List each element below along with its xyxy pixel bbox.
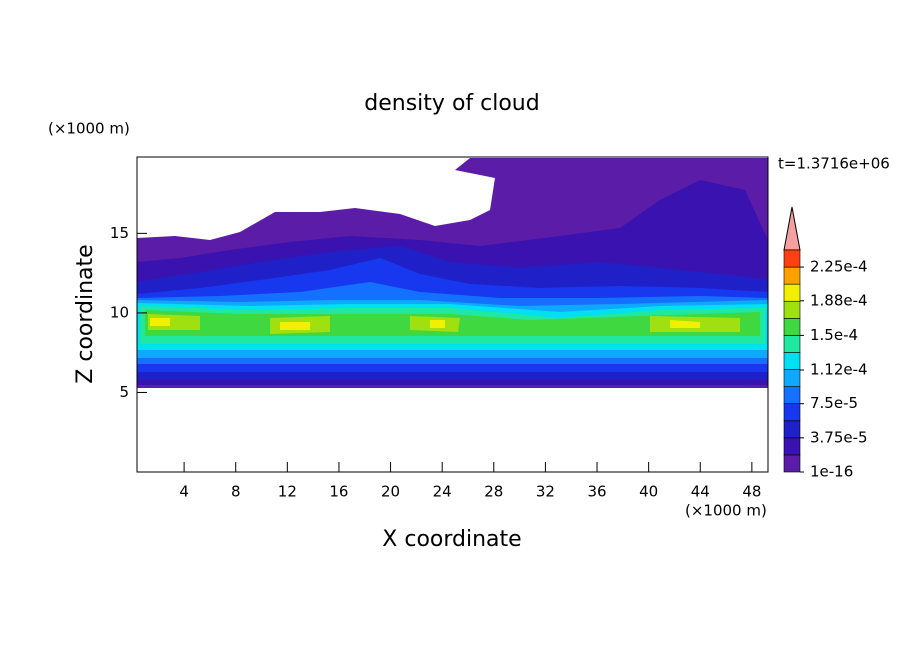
x-tick-label: 16 bbox=[329, 483, 348, 501]
x-unit: (×1000 m) bbox=[685, 502, 767, 520]
x-tick-label: 48 bbox=[742, 483, 761, 501]
contour-field bbox=[137, 158, 768, 388]
x-tick-label: 12 bbox=[278, 483, 297, 501]
x-tick-label: 8 bbox=[231, 483, 241, 501]
y-tick-label: 10 bbox=[110, 303, 129, 321]
colorbar-swatch bbox=[783, 249, 801, 268]
colorbar-swatch bbox=[783, 300, 801, 319]
colorbar-swatch bbox=[783, 454, 801, 473]
colorbar-swatch bbox=[783, 437, 801, 456]
x-axis-label: X coordinate bbox=[382, 527, 521, 552]
colorbar-swatch bbox=[783, 283, 801, 302]
colorbar-swatch bbox=[783, 369, 801, 387]
colorbar-swatch bbox=[783, 420, 801, 439]
plot-frame bbox=[136, 156, 769, 473]
contour-band bbox=[150, 318, 700, 330]
x-tick-label: 28 bbox=[484, 483, 503, 501]
time-annotation: t=1.3716e+06 bbox=[778, 155, 890, 173]
x-tick-label: 24 bbox=[433, 483, 452, 501]
y-tick-label: 5 bbox=[119, 383, 129, 401]
colorbar-tick-label: 2.25e-4 bbox=[810, 258, 868, 276]
colorbar-tick-label: 1.12e-4 bbox=[810, 360, 868, 378]
colorbar-tick-label: 1.88e-4 bbox=[810, 291, 868, 309]
colorbar-swatch bbox=[783, 352, 801, 370]
colorbar-tick-label: 1.5e-4 bbox=[810, 326, 858, 344]
x-tick-label: 36 bbox=[587, 483, 606, 501]
colorbar-swatch bbox=[783, 318, 801, 336]
x-tick-label: 44 bbox=[691, 483, 710, 501]
x-tick-label: 40 bbox=[639, 483, 658, 501]
x-tick-label: 20 bbox=[381, 483, 400, 501]
y-axis-label: Z coordinate bbox=[73, 244, 98, 383]
y-tick-label: 15 bbox=[110, 224, 129, 242]
chart-title: density of cloud bbox=[364, 91, 539, 116]
colorbar-tick-label: 1e-16 bbox=[810, 463, 853, 481]
colorbar-swatch bbox=[783, 386, 801, 404]
colorbar-swatch bbox=[783, 335, 801, 353]
colorbar-swatch bbox=[783, 266, 801, 285]
colorbar-tick-label: 3.75e-5 bbox=[810, 428, 868, 446]
colorbar-tick-label: 7.5e-5 bbox=[810, 394, 858, 412]
colorbar-swatch bbox=[783, 403, 801, 422]
x-tick-label: 32 bbox=[536, 483, 555, 501]
y-unit: (×1000 m) bbox=[48, 120, 130, 138]
x-tick-label: 4 bbox=[179, 483, 189, 501]
